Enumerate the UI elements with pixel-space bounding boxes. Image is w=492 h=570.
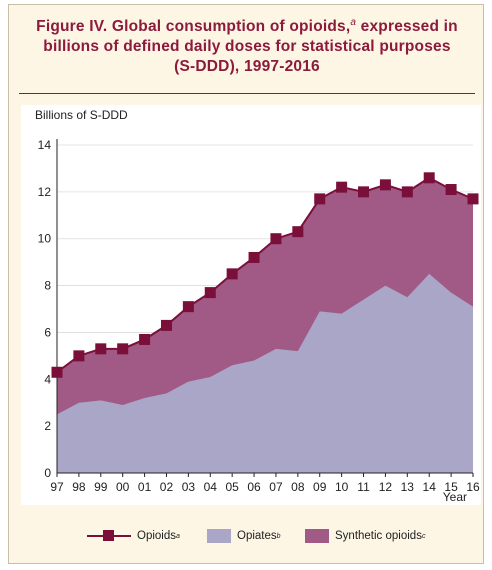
opioids-marker — [379, 179, 391, 191]
y-tick-label: 14 — [38, 138, 52, 152]
x-tick-label: 15 — [444, 480, 458, 494]
legend-sup-opioids: a — [176, 532, 180, 540]
legend-label-opioids: Opioids — [137, 530, 176, 542]
x-tick-label: 00 — [116, 480, 130, 494]
y-tick-label: 12 — [38, 185, 52, 199]
legend-sup-opiates: b — [276, 532, 281, 540]
opioids-marker — [467, 193, 479, 205]
x-tick-label: 09 — [313, 480, 327, 494]
y-tick-label: 8 — [44, 279, 51, 293]
legend-label-opiates: Opiates — [237, 530, 277, 542]
opiates-area — [57, 273, 473, 473]
y-axis-title: Billions of S-DDD — [35, 108, 128, 122]
opioids-marker — [226, 268, 238, 280]
legend-label-synthetic: Synthetic opioids — [335, 530, 422, 542]
legend-item-synthetic: Synthetic opioids c — [305, 529, 425, 543]
opioids-marker — [204, 287, 216, 299]
opioids-marker — [358, 186, 370, 198]
opioids-marker — [336, 181, 348, 193]
x-tick-label: 98 — [72, 480, 86, 494]
x-tick-label: 01 — [138, 480, 152, 494]
title-line-1-suffix: expressed in — [356, 18, 458, 36]
x-tick-label: 12 — [379, 480, 393, 494]
x-tick-label: 14 — [423, 480, 437, 494]
chart-area: 0 2 4 6 8 10 12 14 97 98 99 00 01 02 03 04 05 06 07 08 09 10 1… — [21, 105, 481, 505]
opioids-marker — [182, 301, 194, 313]
axis-labels: Billions of S-DDD Year — [35, 108, 467, 504]
legend-item-opioids: Opioids a — [87, 529, 180, 543]
opioids-marker — [160, 319, 172, 331]
title-divider — [19, 93, 475, 94]
x-tick-label: 11 — [357, 480, 370, 494]
opioids-marker — [73, 350, 85, 362]
y-tick-label: 4 — [44, 372, 51, 386]
opioids-series — [51, 172, 479, 378]
title-line-3: (S-DDD), 1997-2016 — [174, 58, 320, 76]
x-tick-label: 02 — [160, 480, 174, 494]
x-tick-label: 06 — [247, 480, 261, 494]
legend-swatch-synthetic — [305, 529, 329, 543]
y-tick-label: 6 — [44, 325, 51, 339]
opioids-marker — [248, 251, 260, 263]
y-tick-label: 10 — [38, 232, 52, 246]
title-line-2: billions of defined daily doses for stat… — [43, 38, 451, 56]
areas — [57, 177, 473, 474]
figure-title: Figure IV. Global consumption of opioids… — [9, 13, 485, 77]
title-footnote-marker: a — [350, 17, 357, 28]
x-tick-label: 10 — [335, 480, 349, 494]
title-line-1-prefix: Figure IV. Global consumption of opioids… — [36, 18, 351, 36]
opioids-marker — [292, 226, 304, 238]
x-tick-label: 05 — [225, 480, 239, 494]
opioids-marker — [423, 172, 435, 184]
opioids-marker — [270, 233, 282, 245]
legend-sup-synthetic: c — [421, 532, 426, 540]
x-tick-label: 99 — [94, 480, 108, 494]
x-tick-label: 97 — [50, 480, 64, 494]
y-tick-label: 2 — [44, 419, 51, 433]
x-tick-label: 13 — [401, 480, 415, 494]
legend: Opioids a Opiates b Synthetic opioids c — [9, 523, 485, 553]
opioids-marker — [139, 333, 151, 345]
x-tick-label: 08 — [291, 480, 305, 494]
opioids-marker — [445, 184, 457, 196]
opioids-marker — [117, 343, 129, 355]
opioids-marker — [95, 343, 107, 355]
opioids-marker — [51, 366, 63, 378]
legend-swatch-opiates — [207, 529, 231, 543]
legend-item-opiates: Opiates b — [207, 529, 281, 543]
figure-frame: Figure IV. Global consumption of opioids… — [8, 4, 484, 564]
opioids-marker — [314, 193, 326, 205]
x-tick-label: 03 — [182, 480, 196, 494]
x-axis-title: Year — [443, 490, 467, 504]
title-line-1: Figure IV. Global consumption of opioids… — [9, 13, 485, 37]
x-tick-label: 04 — [204, 480, 218, 494]
legend-line-marker — [87, 529, 131, 543]
x-tick-label: 16 — [466, 480, 480, 494]
x-tick-label: 07 — [269, 480, 283, 494]
y-tick-label: 0 — [44, 466, 51, 480]
opioids-marker — [401, 186, 413, 198]
